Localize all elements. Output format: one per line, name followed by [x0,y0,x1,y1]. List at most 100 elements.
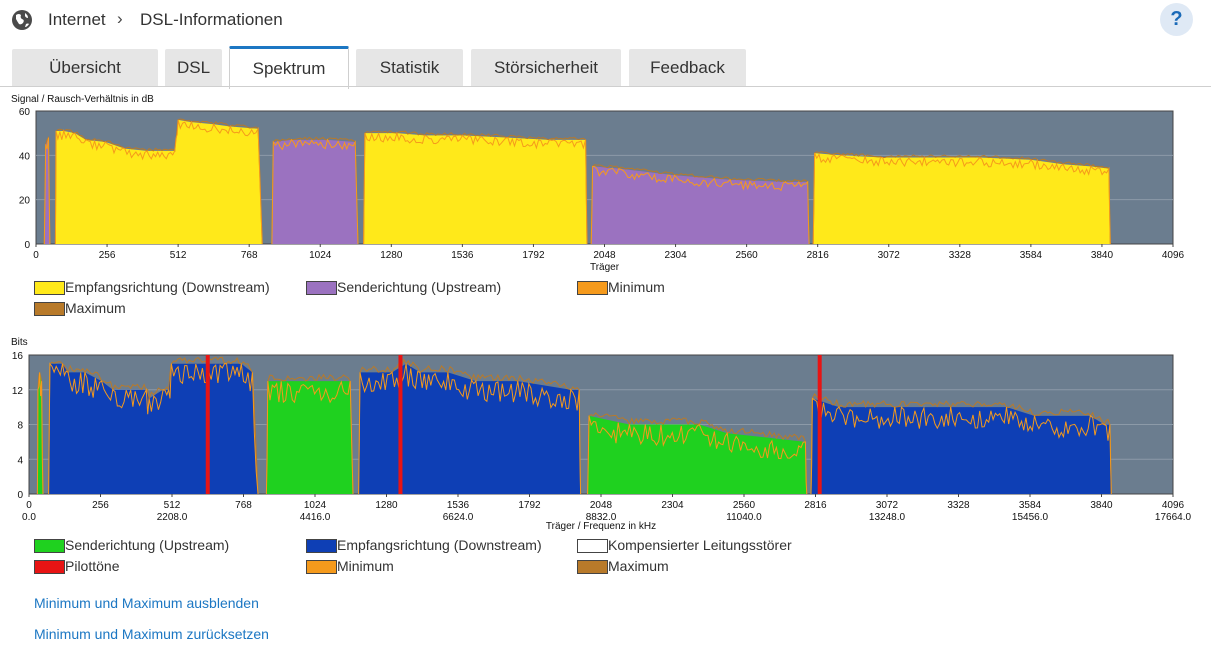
reset-minmax-link[interactable]: Minimum und Maximum zurücksetzen [34,626,269,642]
min-line-1-2 [810,397,1112,495]
bits-chart-ylabel: Bits [11,337,28,348]
top-bar: Internet › DSL-Informationen ? [0,0,1211,40]
legend-swatch-downstream [34,281,65,295]
series-area-0-2 [813,153,1111,244]
tab-uebersicht[interactable]: Übersicht [12,49,158,86]
pilot-tone-0 [205,355,210,494]
legend-label: Empfangsrichtung (Downstream) [65,279,270,295]
y-tick-label: 12 [12,386,24,397]
snr-chart-ylabel: Signal / Rausch-Verhältnis in dB [11,94,154,105]
globe-icon [12,10,32,30]
x-tick-label: 1536 [447,500,470,511]
min-line-1-0 [43,137,51,245]
legend-label: Kompensierter Leitungsstörer [608,537,792,553]
series-area-1-1 [358,363,581,494]
max-line-1-2 [810,392,1112,495]
x-tick-label: 768 [235,500,252,511]
max-line-1-2 [590,164,810,245]
tab-stoersicherheit[interactable]: Störsicherheit [471,49,621,86]
x-tick-label: 2560 [736,250,759,261]
legend-label: Pilottöne [65,558,120,574]
page-title: DSL-Informationen [140,10,283,29]
x-tick-label-khz: 2208.0 [157,512,188,523]
chevron-right-icon: › [117,9,123,28]
x-tick-label: 256 [99,250,116,261]
help-button[interactable]: ? [1160,3,1193,36]
series-area-0-1 [266,381,353,494]
min-line-1-1 [358,363,582,495]
x-tick-label: 3072 [876,500,899,511]
x-tick-label: 1536 [451,250,474,261]
legend-label: Minimum [337,558,394,574]
tab-spektrum[interactable]: Spektrum [229,46,349,89]
x-tick-label: 2304 [664,250,687,261]
max-line-1-1 [271,136,359,245]
legend-label: Maximum [65,300,126,316]
x-tick-label: 3840 [1091,250,1114,261]
y-tick-label: 60 [19,107,31,118]
tab-statistik[interactable]: Statistik [356,49,463,86]
x-tick-label: 2048 [590,500,613,511]
x-tick-label: 512 [170,250,187,261]
x-tick-label: 3072 [878,250,901,261]
legend-swatch-maximum [34,302,65,316]
x-tick-label: 768 [241,250,258,261]
x-tick-label: 1024 [304,500,327,511]
x-axis-label: Träger / Frequenz in kHz [546,521,656,532]
max-line-0-2 [587,412,808,495]
legend-swatch-upstream [306,281,337,295]
x-tick-label: 3584 [1020,250,1043,261]
legend-label: Senderichtung (Upstream) [337,279,502,295]
hide-minmax-link[interactable]: Minimum und Maximum ausblenden [34,595,259,611]
min-line-0-0 [36,372,44,495]
legend-label: Maximum [608,558,669,574]
min-line-1-0 [48,362,259,495]
y-tick-label: 40 [19,151,31,162]
legend-swatch-upstream [34,539,65,553]
x-tick-label: 256 [92,500,109,511]
x-tick-label: 1280 [375,500,398,511]
x-tick-label: 3584 [1019,500,1042,511]
x-tick-label: 2304 [661,500,684,511]
x-tick-label-khz: 17664.0 [1155,512,1192,523]
tab-feedback[interactable]: Feedback [629,49,746,86]
x-tick-label-khz: 6624.0 [443,512,474,523]
series-area-1-2 [591,166,810,244]
series-area-1-1 [271,139,359,244]
legend-swatch-minimum [577,281,608,295]
bits-chart-legend: Senderichtung (Upstream) Empfangsrichtun… [34,537,834,577]
y-tick-label: 20 [19,196,31,207]
x-tick-label: 1792 [518,500,541,511]
tab-divider [0,86,1211,87]
x-tick-label: 4096 [1162,500,1185,511]
legend-swatch-compensated [577,539,608,553]
x-tick-label: 2816 [804,500,827,511]
x-tick-label: 3328 [947,500,970,511]
series-area-1-0 [48,363,259,494]
min-line-0-0 [54,119,263,245]
x-tick-label: 512 [164,500,181,511]
legend-swatch-downstream [306,539,337,553]
max-line-0-1 [265,373,354,495]
x-tick-label: 2816 [807,250,830,261]
legend-label: Empfangsrichtung (Downstream) [337,537,542,553]
x-tick-label: 3840 [1090,500,1113,511]
series-area-0-2 [587,415,807,494]
min-line-0-1 [363,131,588,245]
min-line-0-1 [265,380,354,495]
tab-dsl[interactable]: DSL [165,49,222,86]
legend-swatch-minimum [306,560,337,574]
y-tick-label: 0 [17,490,23,501]
snr-chart-legend: Empfangsrichtung (Downstream) Sendericht… [34,279,834,319]
y-tick-label: 8 [17,421,23,432]
x-tick-label: 4096 [1162,250,1185,261]
x-tick-label: 3328 [949,250,972,261]
max-line-0-0 [54,118,263,245]
x-tick-label: 2560 [733,500,756,511]
x-tick-label-khz: 0.0 [22,512,36,523]
x-tick-label: 0 [26,500,32,511]
max-line-1-0 [48,356,259,495]
series-area-0-0 [55,119,263,244]
legend-label: Senderichtung (Upstream) [65,537,230,553]
breadcrumb-internet[interactable]: Internet [48,10,106,29]
